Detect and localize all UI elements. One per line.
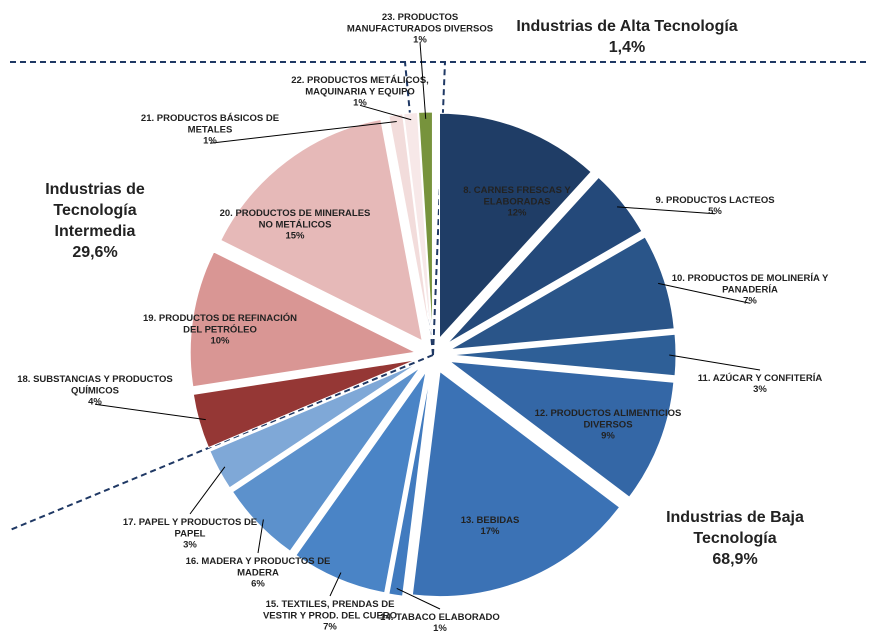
category-label: 18. SUBSTANCIAS Y PRODUCTOS QUÍMICOS <box>17 374 173 397</box>
value-label: 17% <box>480 526 500 537</box>
category-label: 19. PRODUCTOS DE REFINACIÓN DEL PETRÓLEO <box>143 312 297 336</box>
divider <box>432 61 446 356</box>
leader-line <box>658 282 751 304</box>
group-label: Industrias de Baja Tecnología <box>666 509 804 547</box>
group-value: 29,6% <box>72 244 117 261</box>
category-label: 20. PRODUCTOS DE MINERALES NO METÁLICOS <box>220 208 371 231</box>
value-label: 5% <box>708 206 722 217</box>
category-label: 17. PAPEL Y PRODUCTOS DE PAPEL <box>123 517 257 540</box>
leader-line <box>257 519 264 554</box>
group-label: Industrias de Tecnología Intermedia <box>45 181 145 240</box>
divider <box>404 61 434 356</box>
pie-slice <box>446 176 643 345</box>
leader-line <box>669 354 761 371</box>
value-label: 1% <box>353 98 367 109</box>
leader-line <box>209 121 397 144</box>
category-label: 16. MADERA Y PRODUCTOS DE MADERA <box>186 556 331 579</box>
value-label: 10% <box>210 336 230 347</box>
category-label: 10. PRODUCTOS DE MOLINERÍA Y PANADERÍA <box>672 273 829 296</box>
leader-line <box>329 572 342 597</box>
value-label: 1% <box>203 136 217 147</box>
category-label: 11. AZÚCAR Y CONFITERÍA <box>698 372 823 384</box>
leader-line <box>617 206 716 215</box>
pie-slice <box>220 118 423 342</box>
value-label: 3% <box>753 384 767 395</box>
pie-slice <box>450 333 677 377</box>
category-label: 14. TABACO ELABORADO <box>380 612 500 623</box>
group-dividers <box>9 61 869 531</box>
leader-line <box>189 466 226 515</box>
value-label: 7% <box>323 622 337 633</box>
divider <box>9 354 434 531</box>
value-label: 6% <box>251 579 265 590</box>
group-label: Industrias de Alta Tecnología <box>516 18 737 35</box>
category-label: 12. PRODUCTOS ALIMENTICIOS DIVERSOS <box>535 408 682 431</box>
leader-line <box>359 104 412 121</box>
value-label: 12% <box>507 208 527 219</box>
value-label: 15% <box>285 231 305 242</box>
category-label: 22. PRODUCTOS METÁLICOS, MAQUINARIA Y EQU… <box>291 75 429 98</box>
pie-slice <box>411 370 621 598</box>
category-label: 21. PRODUCTOS BÁSICOS DE METALES <box>141 113 279 136</box>
value-label: 3% <box>183 540 197 551</box>
pie-slice <box>449 236 675 351</box>
category-label: 23. PRODUCTOS MANUFACTURADOS DIVERSOS <box>347 12 493 35</box>
pie-slice <box>403 111 432 338</box>
category-label: 8. CARNES FRESCAS Y ELABORADAS <box>463 185 571 208</box>
pie-slice <box>231 367 421 552</box>
category-label: 9. PRODUCTOS LACTEOS <box>655 195 774 206</box>
category-label: 13. BEBIDAS <box>461 515 520 526</box>
value-label: 4% <box>88 397 102 408</box>
pie-slice <box>209 363 418 489</box>
group-value: 68,9% <box>712 551 757 568</box>
group-value: 1,4% <box>609 39 645 56</box>
pie-slice <box>189 251 417 388</box>
leader-line <box>419 42 427 119</box>
value-label: 1% <box>433 623 447 634</box>
leader-line <box>94 403 206 421</box>
value-label: 1% <box>413 35 427 46</box>
value-label: 9% <box>601 431 615 442</box>
pie-slice <box>439 112 592 340</box>
leader-line <box>396 588 441 610</box>
pie-slice <box>192 359 416 449</box>
value-label: 7% <box>743 296 757 307</box>
pie-slice <box>388 372 431 597</box>
category-label: 15. TEXTILES, PRENDAS DE VESTIR Y PROD. D… <box>263 599 397 622</box>
pie-slice <box>448 360 675 498</box>
